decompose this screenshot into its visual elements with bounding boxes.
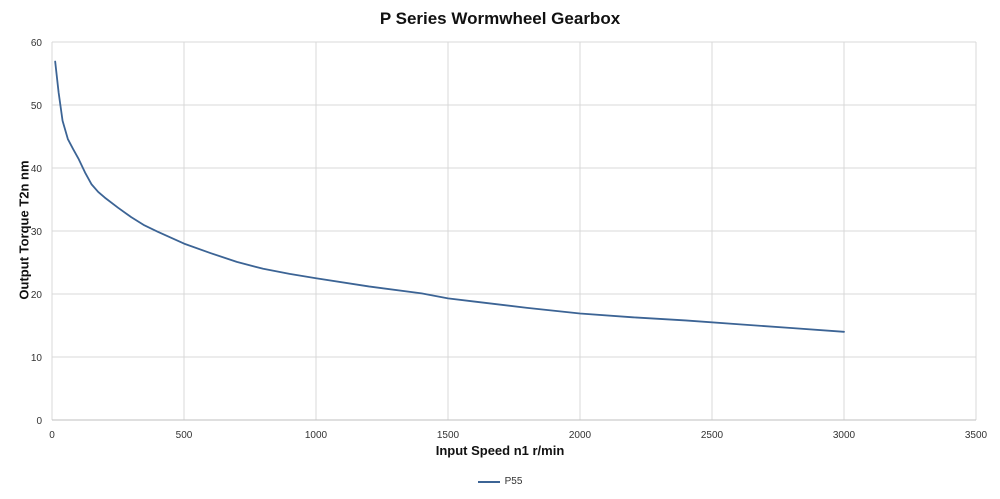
y-tick-label-10: 10 [31, 353, 43, 364]
legend-swatch-p55 [477, 480, 500, 483]
x-axis-label: Input Speed n1 r/min [435, 443, 565, 458]
y-tick-label-20: 20 [31, 290, 43, 301]
legend: P55 [0, 476, 1000, 487]
x-tick-label-2000: 2000 [569, 430, 592, 441]
x-tick-label-500: 500 [176, 430, 193, 441]
x-tick-label-1500: 1500 [437, 430, 460, 441]
y-tick-label-60: 60 [31, 38, 43, 49]
legend-label-p55: P55 [504, 476, 523, 487]
x-tick-label-3000: 3000 [833, 430, 856, 441]
x-tick-label-0: 0 [49, 430, 55, 441]
y-axis-label: Output Torque T2n nm [16, 160, 32, 300]
y-tick-label-40: 40 [31, 164, 43, 175]
y-tick-label-30: 30 [31, 227, 43, 238]
y-tick-label-50: 50 [31, 101, 43, 112]
chart-title: P Series Wormwheel Gearbox [379, 9, 621, 28]
series-line-p55 [54, 60, 845, 333]
x-tick-label-2500: 2500 [701, 430, 724, 441]
x-tick-label-1000: 1000 [305, 430, 328, 441]
x-tick-label-3500: 3500 [965, 430, 988, 441]
y-tick-label-0: 0 [36, 416, 42, 427]
